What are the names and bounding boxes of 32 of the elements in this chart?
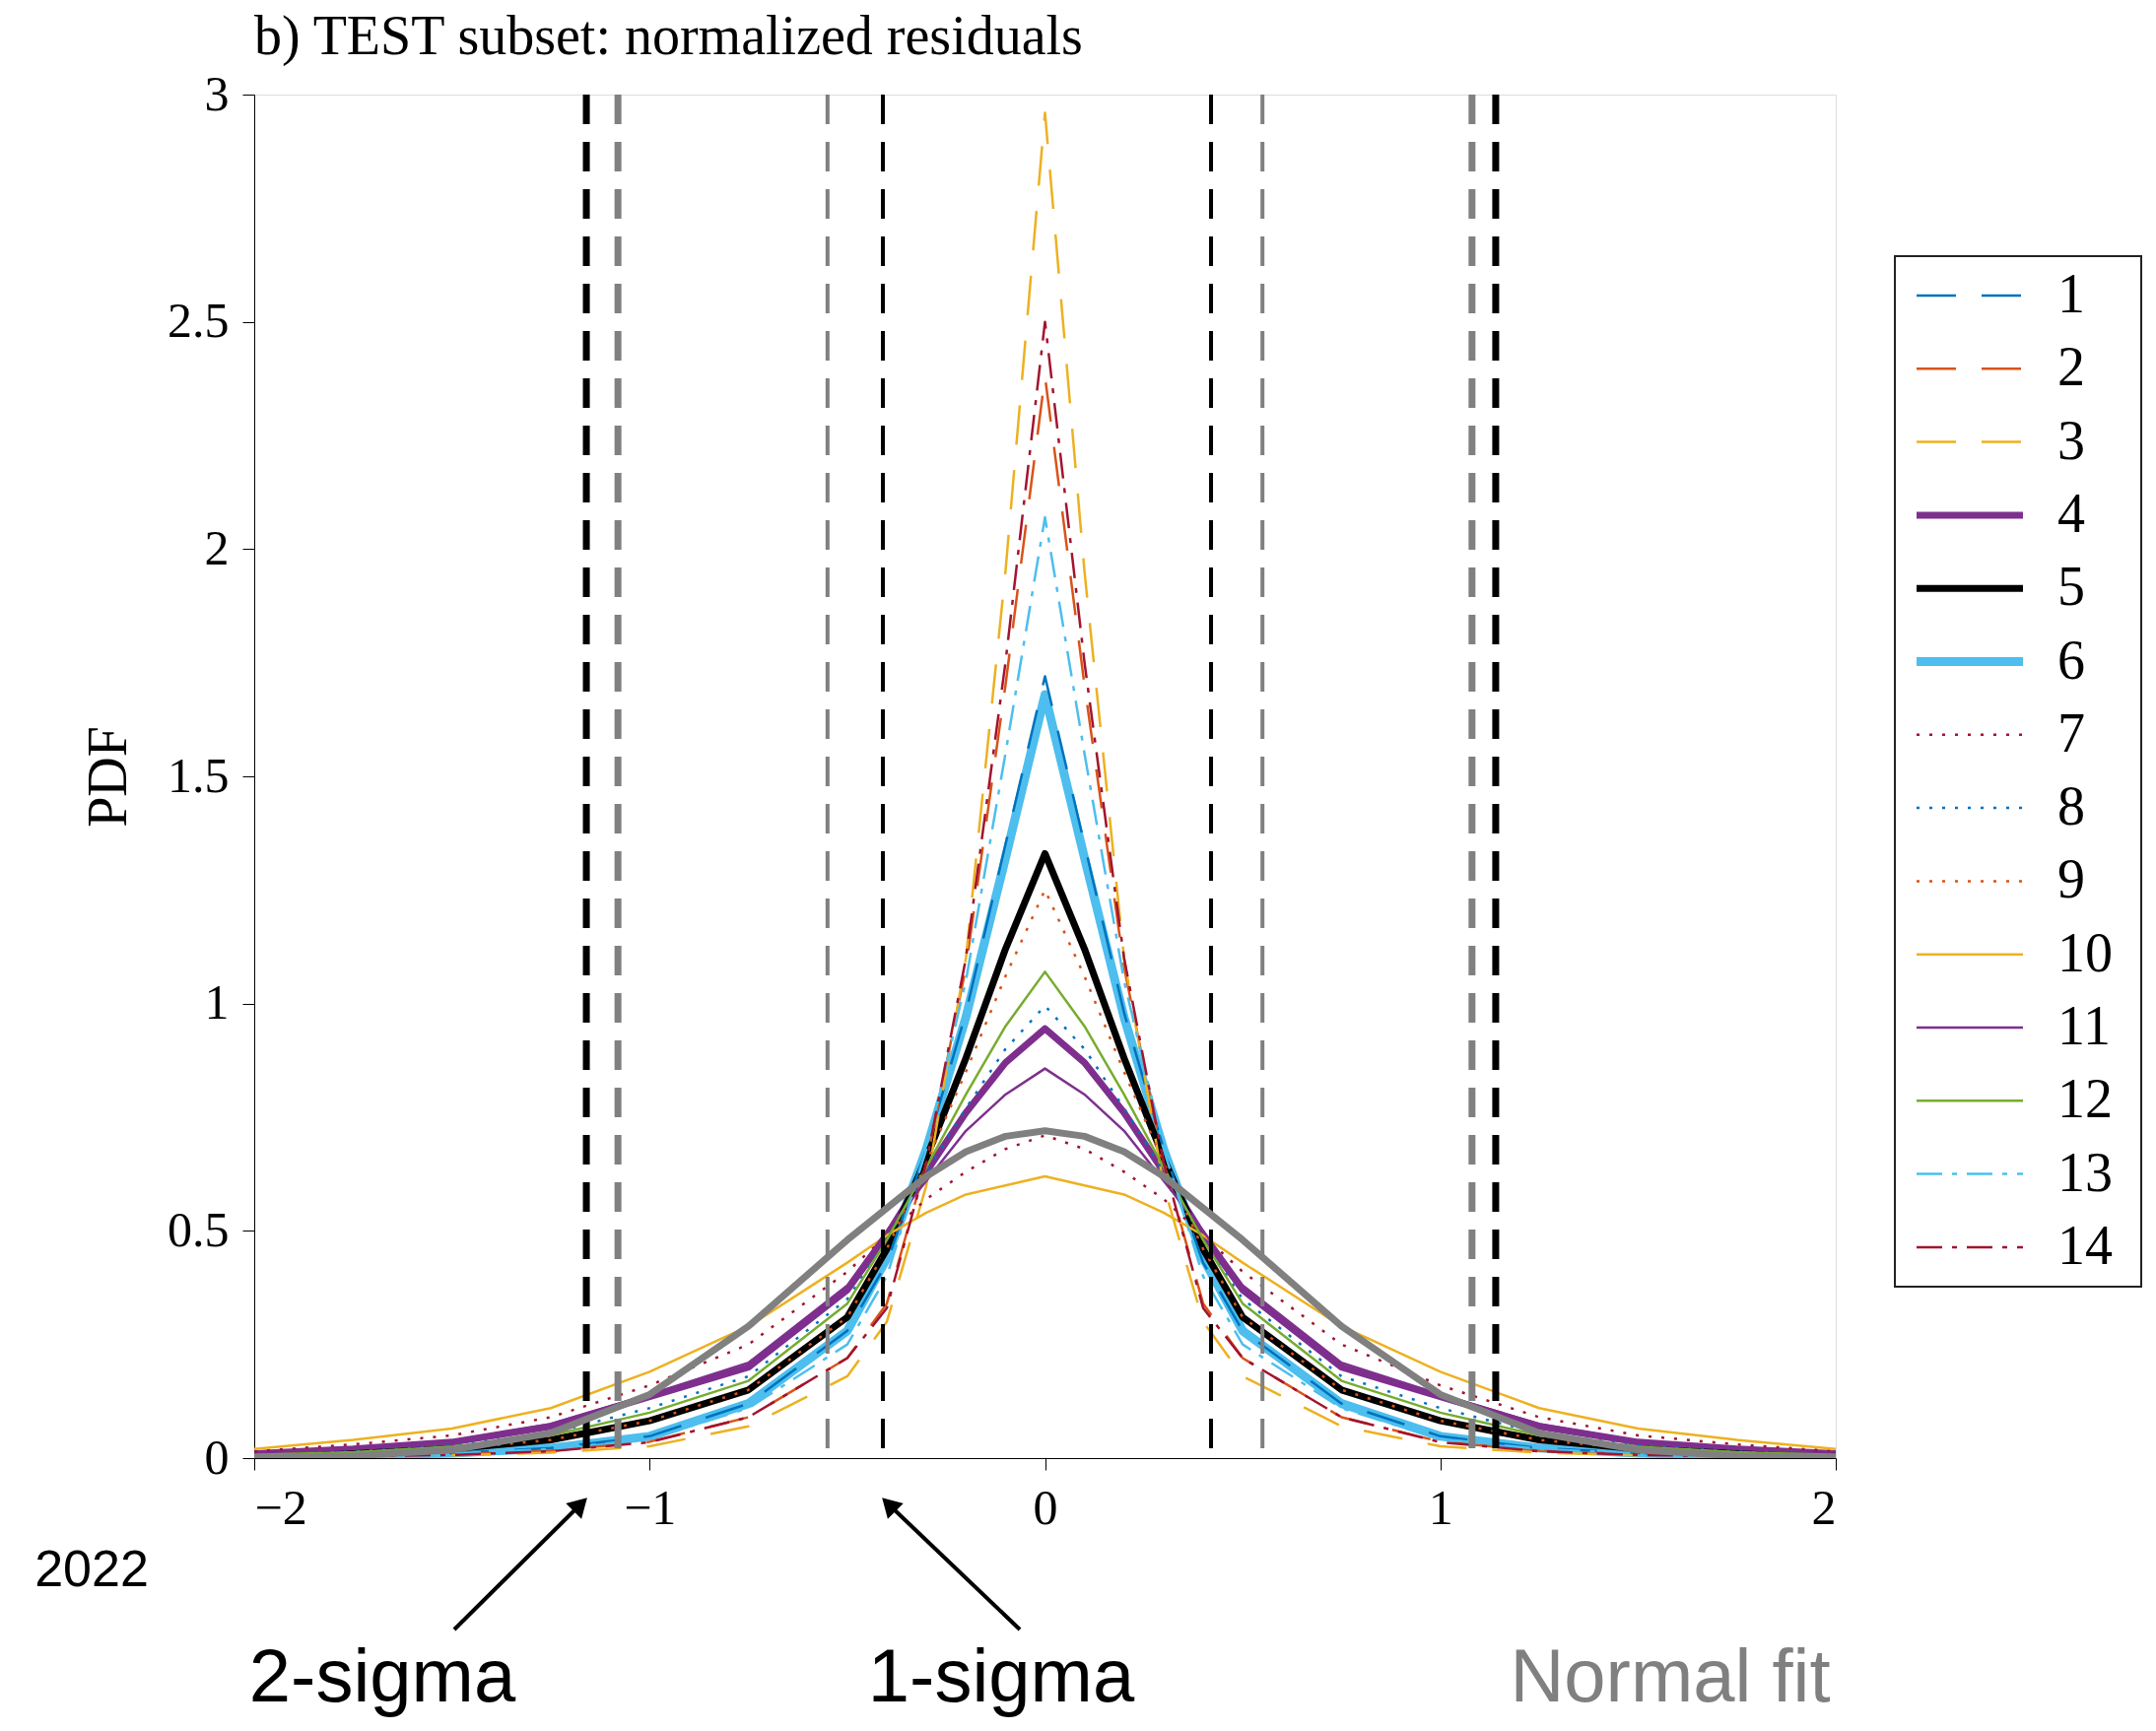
legend-label: 1 [2057,263,2085,324]
legend-label: 10 [2057,921,2113,983]
text: 2022 [34,1540,149,1597]
x-tick-label: 2 [1811,1479,1837,1535]
legend-label: 7 [2057,701,2085,764]
x-tick-label: 1 [1428,1479,1453,1535]
legend-label: 4 [2057,482,2085,544]
legend-label: 3 [2057,409,2085,471]
legend-label: 6 [2057,629,2085,691]
x-tick-label: −1 [624,1479,677,1535]
legend-label: 14 [2057,1214,2113,1276]
chart-title: b) TEST subset: normalized residuals [254,5,1083,67]
legend-label: 8 [2057,775,2085,837]
legend-label: 13 [2057,1141,2113,1203]
y-tick-label: 2 [204,519,230,575]
legend-label: 5 [2057,556,2085,618]
text: Normal fit [1510,1633,1831,1717]
x-tick-label: 0 [1033,1479,1058,1535]
ref-line-label: 2-sigma [248,1633,516,1717]
y-tick-label: 2.5 [168,293,230,349]
ref-line-label: 1-sigma [867,1633,1135,1717]
y-tick-label: 0 [204,1429,230,1485]
legend-label: 11 [2057,995,2111,1056]
x-tick-label: −2 [254,1479,307,1535]
legend-label: 2 [2057,336,2085,398]
legend-label: 12 [2057,1068,2113,1130]
y-tick-label: 1 [204,974,230,1031]
legend-label: 9 [2057,848,2085,910]
y-tick-label: 3 [204,65,230,121]
y-axis-title: PDF [77,726,138,828]
y-tick-label: 1.5 [168,747,230,803]
y-tick-label: 0.5 [168,1201,230,1257]
